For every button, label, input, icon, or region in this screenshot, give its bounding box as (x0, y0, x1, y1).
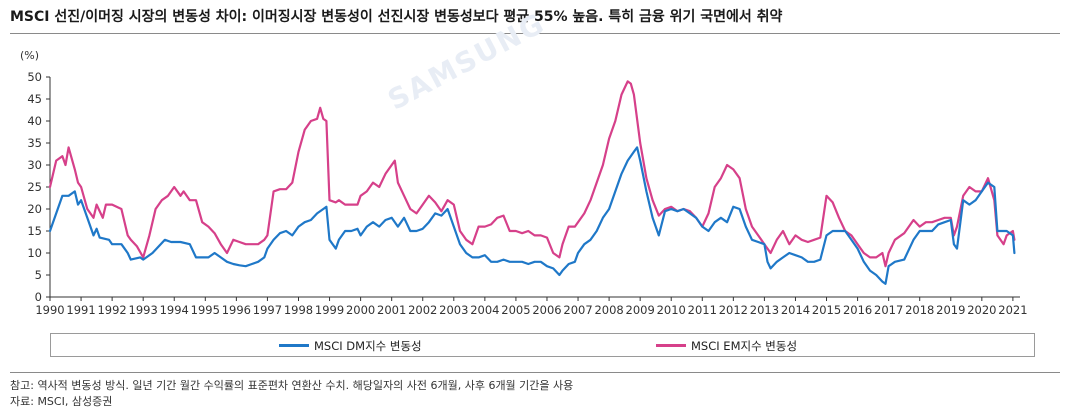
legend-item-em: MSCI EM지수 변동성 (656, 338, 797, 354)
legend: MSCI DM지수 변동성 MSCI EM지수 변동성 (50, 333, 1035, 357)
y-tick-label: 0 (35, 290, 42, 304)
x-tick-label: 1995 (191, 303, 220, 317)
x-tick-label: 1993 (129, 303, 158, 317)
x-tick-label: 1994 (160, 303, 189, 317)
x-tick-label: 2013 (750, 303, 779, 317)
top-divider (10, 33, 1060, 34)
x-tick-label: 1991 (66, 303, 95, 317)
x-tick-label: 2011 (688, 303, 717, 317)
x-tick-label: 2003 (439, 303, 468, 317)
legend-swatch-dm (279, 344, 309, 347)
x-tick-label: 2008 (594, 303, 623, 317)
x-tick-label: 2004 (470, 303, 499, 317)
x-tick-label: 2001 (377, 303, 406, 317)
x-tick-label: 2010 (657, 303, 686, 317)
y-tick-label: 25 (27, 180, 42, 194)
series-line-em (48, 80, 1016, 268)
x-tick-label: 2005 (501, 303, 530, 317)
x-tick-label: 2021 (998, 303, 1027, 317)
x-tick-label: 2016 (843, 303, 872, 317)
y-tick-label: 35 (27, 136, 42, 150)
x-tick-label: 2014 (781, 303, 810, 317)
x-tick-label: 2000 (346, 303, 375, 317)
y-tick-label: 45 (27, 92, 42, 106)
x-tick-label: 1992 (97, 303, 126, 317)
x-tick-label: 1996 (222, 303, 251, 317)
y-tick-label: 20 (27, 202, 42, 216)
x-tick-label: 1999 (315, 303, 344, 317)
y-tick-label: 15 (27, 224, 42, 238)
y-tick-label: 10 (27, 246, 42, 260)
footnotes: 참고: 역사적 변동성 방식. 일년 기간 월간 수익률의 표준편차 연환산 수… (10, 378, 573, 410)
y-tick-label: 5 (35, 268, 42, 282)
legend-label-dm: MSCI DM지수 변동성 (314, 339, 422, 353)
x-tick-label: 2012 (719, 303, 748, 317)
series-line-dm (48, 146, 1016, 285)
y-axis-unit: (%) (20, 49, 39, 62)
x-tick-label: 2018 (905, 303, 934, 317)
x-tick-label: 1997 (253, 303, 282, 317)
x-tick-label: 2007 (563, 303, 592, 317)
x-tick-label: 2019 (936, 303, 965, 317)
x-tick-label: 2017 (874, 303, 903, 317)
legend-item-dm: MSCI DM지수 변동성 (279, 338, 422, 354)
note-text: 참고: 역사적 변동성 방식. 일년 기간 월간 수익률의 표준편차 연환산 수… (10, 379, 574, 392)
bottom-divider (10, 372, 1060, 373)
x-tick-label: 2006 (532, 303, 561, 317)
legend-swatch-em (656, 344, 686, 347)
y-tick-label: 30 (27, 158, 42, 172)
x-tick-label: 1998 (284, 303, 313, 317)
y-tick-label: 40 (27, 114, 42, 128)
x-tick-label: 2002 (408, 303, 437, 317)
x-tick-label: 2015 (812, 303, 841, 317)
source-text: 자료: MSCI, 삼성증권 (10, 395, 113, 408)
y-tick-label: 50 (27, 70, 42, 84)
legend-label-em: MSCI EM지수 변동성 (691, 339, 798, 353)
chart-title: MSCI 선진/이머징 시장의 변동성 차이: 이머징시장 변동성이 선진시장 … (10, 9, 783, 25)
x-tick-label: 2020 (967, 303, 996, 317)
x-tick-label: 2009 (626, 303, 655, 317)
x-tick-label: 1990 (35, 303, 64, 317)
